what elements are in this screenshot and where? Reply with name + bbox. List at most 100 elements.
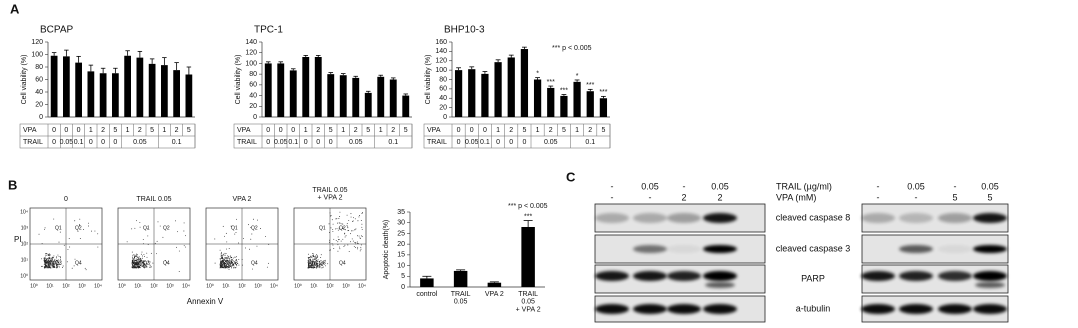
event-dot xyxy=(312,262,314,264)
table-cell: 5 xyxy=(562,127,566,134)
y-tick-label: 10² xyxy=(21,241,29,247)
event-dot xyxy=(227,266,228,267)
event-dot xyxy=(234,233,236,235)
blot-band xyxy=(938,213,972,223)
event-dot xyxy=(257,219,258,221)
bar xyxy=(314,57,322,117)
event-dot xyxy=(146,263,147,265)
event-dot xyxy=(360,237,362,239)
event-dot xyxy=(336,218,338,220)
event-dot xyxy=(135,220,137,222)
note: *** p < 0.005 xyxy=(552,45,592,52)
event-dot xyxy=(78,223,80,225)
event-dot xyxy=(45,266,47,268)
event-dot xyxy=(141,266,143,268)
blot-band xyxy=(667,271,701,281)
event-dot xyxy=(338,239,339,241)
error-bar xyxy=(340,73,346,76)
event-dot xyxy=(147,235,149,237)
event-dot xyxy=(311,267,313,269)
event-dot xyxy=(317,260,318,262)
event-dot xyxy=(137,264,139,266)
error-bar xyxy=(535,77,540,80)
event-dot xyxy=(149,261,151,263)
event-dot xyxy=(223,267,225,269)
event-dot xyxy=(348,250,350,252)
event-dot xyxy=(134,263,136,265)
event-dot xyxy=(149,264,151,266)
event-dot xyxy=(313,266,315,268)
event-dot xyxy=(318,264,320,266)
bar xyxy=(547,87,555,117)
event-dot xyxy=(48,254,50,256)
event-dot xyxy=(250,238,252,240)
bar xyxy=(453,270,468,287)
quadrant-label: Q2 xyxy=(251,225,258,231)
blot-band xyxy=(667,213,701,223)
x-tick-label: 10⁴ xyxy=(94,283,102,289)
event-dot xyxy=(46,258,48,260)
y-tick-label: 10 xyxy=(397,262,405,269)
event-dot xyxy=(55,260,57,262)
blot-band xyxy=(703,213,737,223)
event-dot xyxy=(360,235,362,237)
error-bar xyxy=(601,95,606,99)
y-tick-label: 25 xyxy=(397,230,405,237)
event-dot xyxy=(307,261,309,263)
event-dot xyxy=(339,211,341,213)
event-dot xyxy=(134,266,136,268)
event-dot xyxy=(361,226,363,228)
blot-band xyxy=(973,271,1007,281)
event-dot xyxy=(317,263,319,265)
event-dot xyxy=(233,263,235,265)
event-dot xyxy=(317,264,319,266)
event-dot xyxy=(49,267,51,269)
blot-band xyxy=(667,304,701,314)
event-dot xyxy=(219,249,221,251)
event-dot xyxy=(312,258,314,260)
event-dot xyxy=(88,225,90,227)
y-tick-label: 120 xyxy=(31,39,43,46)
table-cell: 2 xyxy=(138,127,142,134)
protein-label: a-tubulin xyxy=(796,303,831,313)
event-dot xyxy=(53,256,54,258)
event-dot xyxy=(137,266,139,267)
event-dot xyxy=(53,266,55,268)
event-dot xyxy=(226,261,228,263)
error-bar xyxy=(125,50,130,56)
table-cell: 0 xyxy=(316,139,320,146)
error-bar xyxy=(162,57,167,66)
event-dot xyxy=(225,260,227,262)
bar xyxy=(494,62,502,117)
event-dot xyxy=(156,253,157,255)
table-cell: 2 xyxy=(316,127,320,134)
event-dot xyxy=(344,233,345,235)
blot-band xyxy=(705,282,735,288)
event-dot xyxy=(73,265,75,267)
table-cell: 0.1 xyxy=(288,139,298,146)
event-dot xyxy=(223,260,225,262)
event-dot xyxy=(137,258,139,260)
event-dot xyxy=(225,263,227,265)
error-bar xyxy=(137,50,143,58)
event-dot xyxy=(45,252,47,254)
event-dot xyxy=(219,263,221,265)
event-dot xyxy=(224,260,226,261)
bar xyxy=(87,71,95,117)
event-dot xyxy=(135,263,137,265)
event-dot xyxy=(132,267,134,269)
event-dot xyxy=(361,229,363,230)
event-dot xyxy=(140,263,142,265)
quadrant-label: Q1 xyxy=(55,225,62,231)
event-dot xyxy=(48,261,50,263)
condition-label: 2 xyxy=(681,192,686,202)
event-dot xyxy=(352,240,354,242)
event-dot xyxy=(317,256,319,258)
bar xyxy=(573,81,581,117)
bar xyxy=(327,74,335,117)
y-tick-label: 40 xyxy=(35,89,43,96)
quadrant-label: Q3 xyxy=(231,260,238,266)
event-dot xyxy=(352,230,354,232)
event-dot xyxy=(47,267,49,269)
event-dot xyxy=(143,261,145,263)
